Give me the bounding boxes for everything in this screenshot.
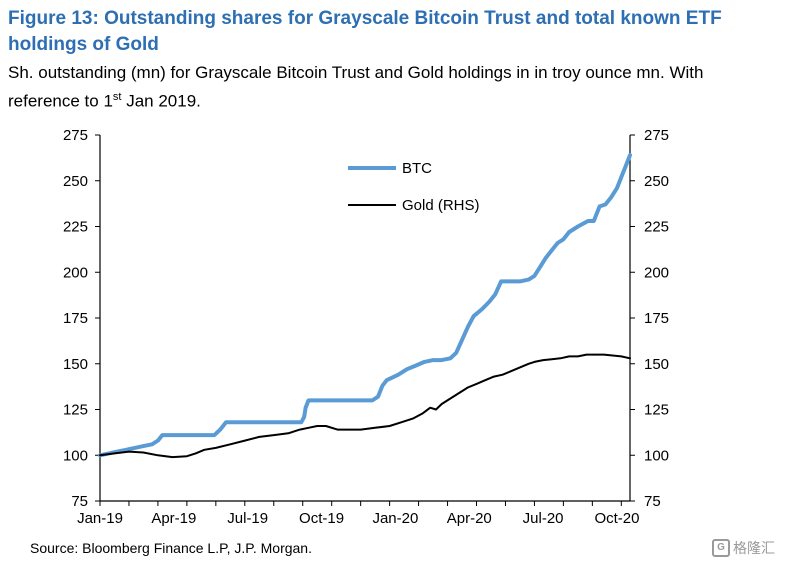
watermark: G 格隆汇 <box>712 538 775 558</box>
x-tick-label: Oct-19 <box>299 510 344 527</box>
chart-legend: BTC Gold (RHS) <box>348 160 480 214</box>
y-tick-label-left: 75 <box>71 493 88 510</box>
y-tick-label-right: 250 <box>644 173 669 190</box>
x-tick-label: Jan-20 <box>372 510 418 527</box>
x-tick-label: Apr-20 <box>447 510 492 527</box>
y-tick-label-right: 225 <box>644 219 669 236</box>
x-axis-ticks: Jan-19 Apr-19 Jul-19 Oct-19 Jan-20 Apr-20 Jul-… <box>77 501 639 527</box>
subtitle-tail: Jan 2019. <box>121 91 201 111</box>
legend-label: BTC <box>402 160 432 177</box>
y-tick-label-left: 200 <box>63 264 88 281</box>
y-tick-label-right: 75 <box>644 493 661 510</box>
y-axis-ticks: 75 75 100 100 125 125 150 150 175 175 200 200 225 225… <box>63 127 669 510</box>
x-tick-label: Jan-19 <box>77 510 123 527</box>
y-tick-label-right: 125 <box>644 402 669 419</box>
legend-label: Gold (RHS) <box>402 197 480 214</box>
x-tick-label: Apr-19 <box>151 510 196 527</box>
watermark-logo-icon: G <box>712 539 730 557</box>
x-tick-label: Oct-20 <box>594 510 639 527</box>
y-tick-label-left: 100 <box>63 447 88 464</box>
chart-lines <box>98 153 632 459</box>
y-tick-label-right: 100 <box>644 447 669 464</box>
y-tick-label-right: 200 <box>644 264 669 281</box>
x-tick-label: Jul-19 <box>227 510 268 527</box>
series-line-btc <box>98 153 632 458</box>
x-tick-label: Jul-20 <box>523 510 564 527</box>
y-tick-label-right: 150 <box>644 356 669 373</box>
y-tick-label-left: 125 <box>63 402 88 419</box>
y-tick-label-right: 175 <box>644 310 669 327</box>
chart-axes <box>99 135 631 502</box>
subtitle-text: Sh. outstanding (mn) for Grayscale Bitco… <box>8 63 704 111</box>
y-tick-label-left: 150 <box>63 356 88 373</box>
watermark-text: 格隆汇 <box>733 540 775 556</box>
y-tick-label-left: 175 <box>63 310 88 327</box>
source-note: Source: Bloomberg Finance L.P, J.P. Morg… <box>30 540 312 556</box>
y-tick-label-right: 275 <box>644 127 669 144</box>
series-line-gold <box>99 353 631 459</box>
figure-subtitle: Sh. outstanding (mn) for Grayscale Bitco… <box>8 60 768 114</box>
y-tick-label-left: 250 <box>63 173 88 190</box>
y-tick-label-left: 275 <box>63 127 88 144</box>
figure-title: Figure 13: Outstanding shares for Graysc… <box>8 8 722 55</box>
subtitle-superscript: st <box>112 91 122 103</box>
y-tick-label-left: 225 <box>63 219 88 236</box>
